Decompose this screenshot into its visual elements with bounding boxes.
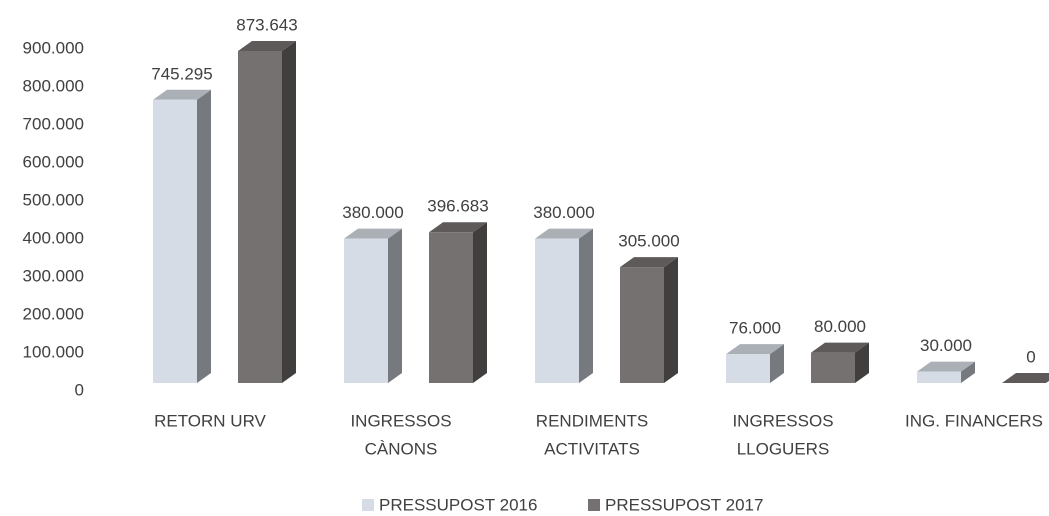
- value-label: 380.000: [342, 203, 403, 222]
- bar-front: [917, 371, 961, 383]
- x-tick-label: LLOGUERS: [737, 439, 830, 458]
- bar-front: [238, 51, 282, 384]
- legend-swatch: [362, 499, 374, 511]
- bar: [726, 344, 784, 383]
- x-tick-label: INGRESSOS: [732, 411, 833, 430]
- bar-side: [282, 41, 296, 384]
- x-tick-label: INGRESSOS: [350, 411, 451, 430]
- x-tick-label: RETORN URV: [154, 411, 266, 430]
- bar: [1002, 373, 1049, 383]
- bar-front: [429, 232, 473, 383]
- bar-top: [1002, 373, 1049, 383]
- bar-top: [811, 342, 869, 353]
- value-label: 873.643: [236, 16, 297, 35]
- x-tick-label: ING. FINANCERS: [905, 411, 1043, 430]
- bar: [535, 228, 593, 383]
- bar-side: [579, 228, 593, 383]
- bar: [917, 361, 975, 383]
- bar-side: [388, 228, 402, 383]
- y-tick-label: 800.000: [23, 76, 84, 95]
- y-tick-label: 700.000: [23, 114, 84, 133]
- bar-top: [620, 257, 678, 268]
- value-label: 305.000: [618, 232, 679, 251]
- bar-top: [344, 228, 402, 239]
- value-label: 396.683: [427, 197, 488, 216]
- bar-top: [429, 222, 487, 233]
- y-tick-label: 900.000: [23, 38, 84, 57]
- bar-front: [726, 354, 770, 383]
- bar-front: [811, 352, 855, 383]
- y-tick-label: 300.000: [23, 266, 84, 285]
- bar-side: [855, 342, 869, 383]
- value-label: 745.295: [151, 64, 212, 83]
- bar: [429, 222, 487, 383]
- y-tick-label: 200.000: [23, 304, 84, 323]
- value-label: 380.000: [533, 203, 594, 222]
- bar-side: [473, 222, 487, 383]
- bar-side: [197, 89, 211, 383]
- bar-front: [535, 238, 579, 383]
- value-label: 30.000: [920, 336, 972, 355]
- y-tick-label: 600.000: [23, 152, 84, 171]
- bar: [620, 257, 678, 383]
- bar: [344, 228, 402, 383]
- bar-top: [535, 228, 593, 239]
- bar-side: [664, 257, 678, 383]
- value-label: 0: [1026, 347, 1035, 366]
- legend-swatch: [588, 499, 600, 511]
- y-tick-label: 400.000: [23, 228, 84, 247]
- value-label: 76.000: [729, 319, 781, 338]
- bar: [811, 342, 869, 383]
- x-tick-label: RENDIMENTS: [536, 411, 648, 430]
- y-tick-label: 0: [75, 380, 84, 399]
- bar-top: [917, 361, 975, 372]
- x-tick-label: CÀNONS: [365, 439, 438, 458]
- bar-front: [620, 267, 664, 383]
- bar-top: [153, 89, 211, 100]
- bar: [238, 41, 296, 384]
- bar-front: [344, 238, 388, 383]
- bar-side: [961, 361, 975, 383]
- value-label: 80.000: [814, 317, 866, 336]
- bar-front: [153, 99, 197, 383]
- legend-label: PRESSUPOST 2017: [605, 495, 763, 514]
- bar: [153, 89, 211, 383]
- legend-label: PRESSUPOST 2016: [379, 495, 537, 514]
- y-tick-label: 100.000: [23, 342, 84, 361]
- y-tick-label: 500.000: [23, 190, 84, 209]
- x-tick-label: ACTIVITATS: [544, 439, 640, 458]
- bar-top: [726, 344, 784, 355]
- bar-side: [770, 344, 784, 383]
- bar-top: [238, 41, 296, 52]
